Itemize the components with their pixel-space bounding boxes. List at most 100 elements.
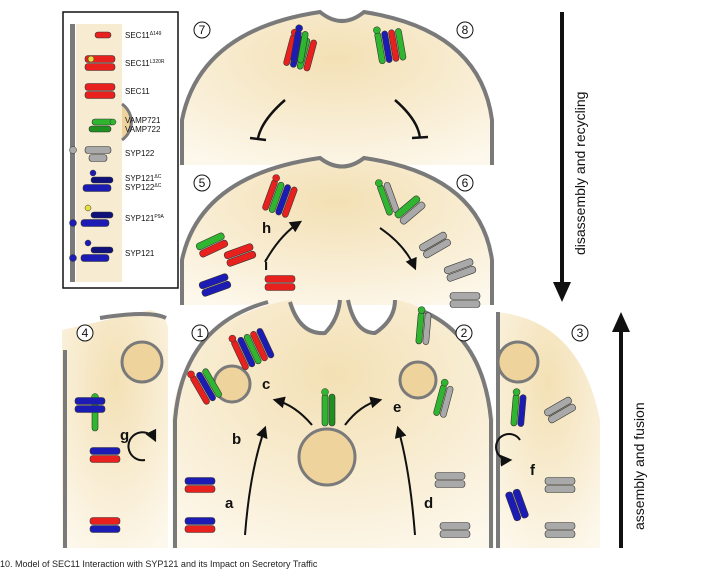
helix [196,371,216,402]
anchor-dot [89,169,97,177]
assembly-label: assembly and fusion [631,402,647,530]
helix [184,485,216,493]
helix [184,525,216,533]
letter-i: i [264,257,268,274]
helix [89,455,121,463]
protein-pair [89,517,121,533]
panel-number-4: 4 [82,326,89,340]
step-letters: a b c d e f g h i [120,220,536,512]
helix [439,522,471,530]
helix [446,265,477,282]
legend-label: VAMP722 [125,125,161,134]
letter-a: a [225,495,234,512]
snare-complex [262,174,298,218]
helix [449,292,481,300]
helix [250,331,268,362]
helix [198,273,229,290]
protein-pair [195,232,229,258]
helix [202,368,222,398]
disassembly-label: disassembly and recycling [572,92,588,255]
helix [443,258,474,275]
anchor-dot [69,146,77,154]
panel-number-7: 7 [199,23,206,37]
helix [544,485,576,493]
letter-d: d [424,495,433,512]
protein-pair [198,273,232,297]
anchor-dot [373,26,381,35]
panel-number-5: 5 [199,176,206,190]
helix [440,385,454,418]
protein-pair [544,396,576,424]
helix [264,275,296,283]
anchor-dot [228,334,237,343]
protein-pair [74,397,106,413]
helix [74,405,106,413]
helix [195,232,225,251]
snare-complex [433,378,454,418]
legend-label: SYP121ΔC [125,174,162,183]
helix [237,336,256,368]
protein-pair [89,447,121,463]
snare-complex [375,179,400,216]
legend-label: SEC11L320R [125,59,165,68]
sec11-delta149-glyph [94,31,112,39]
protein-pair [184,517,216,533]
protein-pair [184,477,216,493]
protein-complexes [74,24,576,538]
snare-complex [510,388,527,427]
protein-pair [439,522,471,538]
letter-g: g [120,427,129,444]
helix [281,186,298,218]
protein-pair [505,488,529,522]
panel-number-8: 8 [462,23,469,37]
helix [449,300,481,308]
letter-f: f [530,462,536,479]
helix [275,184,291,216]
helix [422,312,432,345]
helix [256,328,275,359]
helix [388,29,400,62]
anchor-dot [84,204,92,212]
protein-pair [419,231,451,259]
helix [395,28,407,61]
snare-complex [373,26,407,65]
legend-label: SYP121 [125,249,155,258]
panel-numbers: 7 8 5 6 1 2 4 3 [76,21,589,342]
anchor-dot [295,24,303,33]
helix [268,181,285,213]
anchor-dot [321,388,329,396]
helix [544,530,576,538]
helix [84,63,116,71]
helix [82,184,112,192]
helix [201,280,232,297]
letter-e: e [393,399,401,416]
disassembly-arrow: disassembly and recycling [553,12,588,302]
helix [434,480,466,488]
panel-assembly-left [62,310,168,548]
helix [419,231,447,252]
protein-pair [223,243,257,267]
snare-complex [321,388,336,427]
anchor-dot [187,370,195,379]
helix [439,530,471,538]
helix [423,238,451,259]
helix [303,39,317,72]
helix [74,397,106,405]
legend-label: SEC11 [125,87,150,96]
helix [321,393,329,427]
helix [434,472,466,480]
helix [89,517,121,525]
anchor-dot [417,306,426,314]
legend-label: SYP122ΔC [125,183,162,192]
figure-caption: 10. Model of SEC11 Interaction with SYP1… [0,559,318,569]
helix [548,403,576,424]
helix [512,488,529,519]
helix [394,195,421,219]
helix [297,31,309,64]
syp121-p9a-glyph [90,211,114,219]
helix [399,201,426,225]
anchor-dot [375,179,383,187]
helix [88,154,108,162]
protein-pair [449,292,481,308]
